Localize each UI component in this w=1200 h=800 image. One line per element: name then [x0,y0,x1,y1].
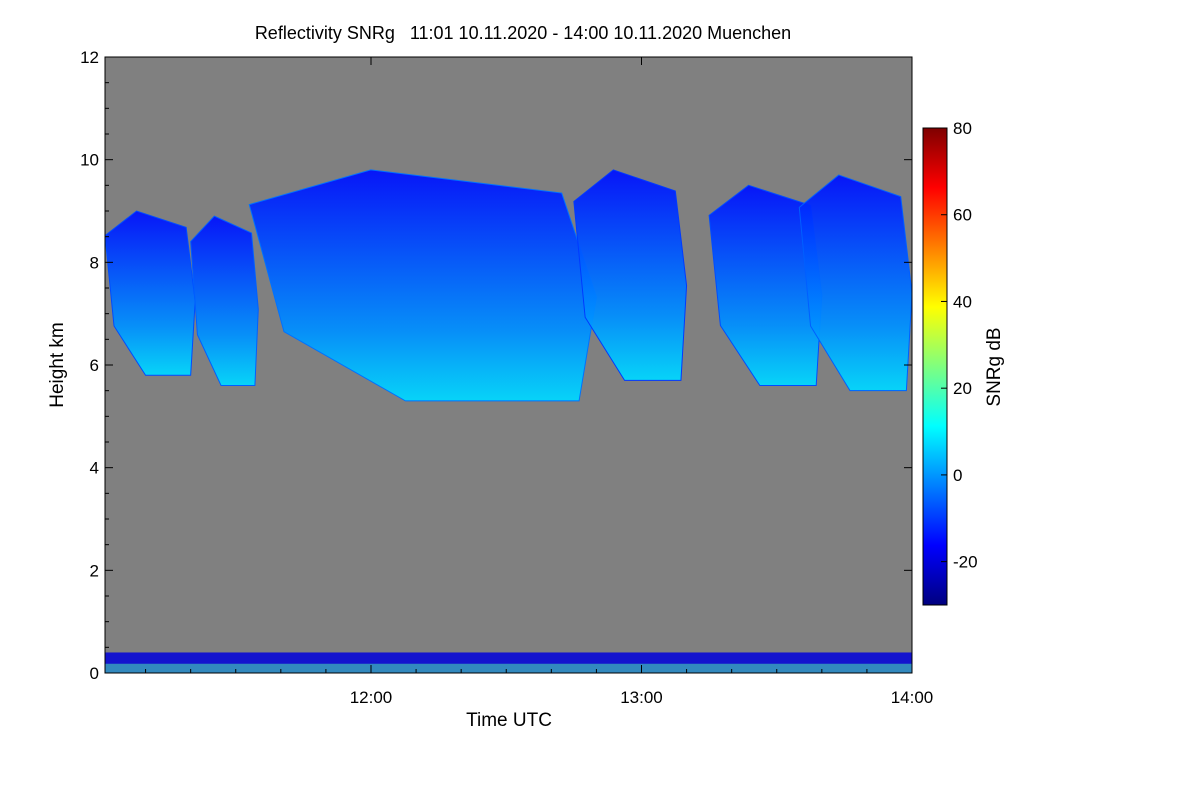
x-tick-label: 14:00 [891,688,934,707]
y-tick-label: 10 [80,151,99,170]
y-tick-label: 6 [90,356,99,375]
x-tick-label: 13:00 [620,688,663,707]
echo-cell-2 [190,215,259,387]
colorbar-tick-label: 40 [953,292,972,311]
echo-cell-4 [573,169,688,381]
x-tick-label: 12:00 [350,688,393,707]
colorbar-ticks: -20 0 20 40 60 80 [941,119,978,572]
y-axis-label: Height km [47,322,68,408]
colorbar-tick-label: -20 [953,553,978,572]
echo-cell-3 [248,169,597,402]
cloud-echoes [104,169,913,402]
echo-cell-1 [104,210,196,376]
colorbar-tick-label: 20 [953,379,972,398]
y-tick-label: 12 [80,48,99,67]
y-axis: 0 2 4 6 8 10 12 [80,48,912,683]
clutter-band-strong [105,663,912,673]
ground-clutter [105,652,912,673]
echo-cell-6 [798,174,913,392]
colorbar-tick-label: 60 [953,206,972,225]
colorbar-label: SNRg dB [984,327,1005,406]
x-axis: 12:00 13:00 14:00 [145,57,934,707]
y-tick-label: 0 [90,664,99,683]
colorbar: -20 0 20 40 60 80 SNRg dB [922,119,1005,606]
chart-title: Reflectivity SNRg 11:01 10.11.2020 - 14:… [255,23,791,43]
plot-area [104,56,913,674]
y-tick-label: 4 [90,459,99,478]
colorbar-tick-label: 0 [953,466,962,485]
colorbar-gradient [922,127,948,606]
x-axis-label: Time UTC [466,710,552,731]
y-tick-label: 8 [90,253,99,272]
colorbar-tick-label: 80 [953,119,972,138]
y-tick-label: 2 [90,561,99,580]
